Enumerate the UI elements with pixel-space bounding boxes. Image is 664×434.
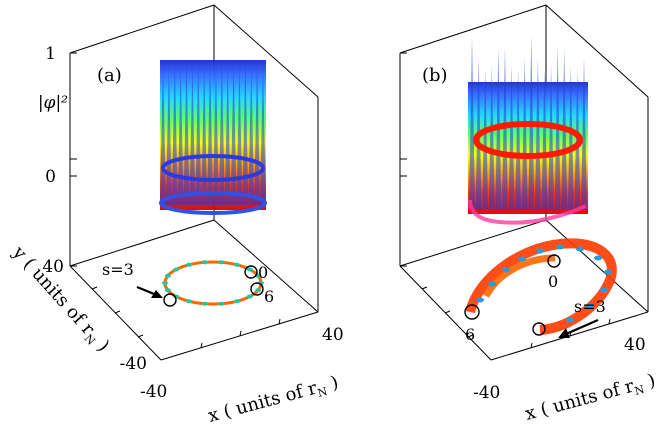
panel-b-peak: [534, 58, 541, 210]
panel-a-peak: [248, 66, 255, 205]
panel-a-peak: [212, 66, 219, 205]
panel-b-peak: [515, 69, 522, 211]
panel-a-marker-0: [244, 265, 258, 279]
panel-a-annot-0: 0: [258, 263, 268, 282]
panel-b-marker-s3: [532, 322, 546, 336]
panel-b-spiral-spot: [556, 244, 564, 250]
panel-b-peak: [501, 47, 508, 210]
panel-a-peak: [218, 60, 225, 205]
panel-b-peak: [548, 64, 555, 211]
panel-a-peak: [183, 60, 190, 205]
panel-b-peak: [521, 57, 528, 210]
panel-a-peak: [165, 66, 172, 205]
panel-b-spiral-spot: [566, 317, 574, 323]
panel-b-floor-spiral: [464, 238, 617, 338]
panel-a-ring-spot: [164, 288, 171, 293]
panel-a-ring-spot: [218, 260, 225, 265]
panel-a-marker-s3: [163, 293, 177, 307]
panel-b-annot-0: 0: [548, 272, 558, 291]
panel-a-ring-spot: [201, 301, 208, 306]
panel-a-x-tick-neg40: -40: [140, 382, 167, 402]
panel-b-annot-6: 6: [465, 325, 475, 344]
panel-a-x-label: x ( units of rN ): [206, 372, 341, 429]
panel-a-y-tick-neg40: -40: [120, 354, 147, 374]
panel-b-spiral-spot: [502, 267, 510, 273]
panel-a-z-tick-1: 1: [45, 44, 56, 64]
panel-b-surface: [468, 35, 588, 225]
panel-a-z-tick-0: 0: [45, 167, 56, 187]
panel-b-annot-s3: s=3: [574, 297, 606, 316]
panel-b-peak: [541, 69, 548, 210]
panel-b-spiral-spot: [518, 256, 526, 262]
panel-a-ring-spot: [173, 267, 180, 272]
panel-a-ring-spot: [246, 267, 253, 272]
panel-a-ring-spot: [234, 262, 240, 267]
panel-b-x-tick-40: 40: [624, 335, 646, 355]
panel-a-marker-6: [250, 282, 264, 296]
panel-a-ring-spot: [201, 260, 208, 265]
panel-a-peak: [236, 66, 243, 205]
panel-a-peak: [201, 66, 208, 205]
panel-b-peak: [469, 35, 475, 210]
panel-b-marker-0: [547, 254, 561, 268]
panel-a-x-tick-40: 40: [322, 325, 344, 345]
panel-a-label: (a): [97, 65, 122, 86]
panel-a-y-tick-40: 40: [42, 257, 64, 277]
panel-a-floor-ring: [136, 260, 264, 307]
panel-a-peak: [207, 60, 214, 205]
panel-a-ring-spot: [234, 299, 240, 304]
panel-b-marker-6: [464, 304, 480, 320]
panel-b-peaks: [469, 35, 587, 211]
panel-b-spiral-spot: [594, 255, 602, 261]
panel-a-peak: [177, 66, 184, 205]
panel-a-surface: [159, 60, 267, 215]
panel-b-spiral-spot: [600, 287, 608, 293]
panel-b-spiral-spot: [604, 269, 612, 275]
panel-b-peak: [488, 65, 495, 210]
panel-b-spiral-spot: [488, 281, 496, 287]
panel-b-spiral-spot: [476, 297, 484, 303]
panel-a-ring-spot: [162, 281, 168, 285]
panel-b-spiral-spot: [576, 246, 584, 252]
panel-b-peak: [567, 65, 574, 210]
panel-b-peak: [581, 56, 587, 210]
panel-a-peak: [230, 60, 237, 205]
panel-a-ring-spot: [255, 288, 262, 293]
panel-b-x-label: x ( units of rN ): [523, 370, 658, 427]
panel-a: [69, 4, 319, 361]
panel-a-peak: [254, 60, 261, 205]
panel-a-ring-spot: [164, 273, 171, 278]
panel-a-peak: [171, 60, 178, 205]
panel-b-peak: [482, 69, 489, 210]
panel-a-ring-spot: [186, 299, 192, 304]
panel-b-spiral-spot: [586, 303, 594, 309]
panel-a-peak: [224, 66, 231, 205]
panel-b-spiral-spot: [536, 248, 544, 254]
panel-b-arrow: [565, 318, 599, 336]
panel-a-peak: [189, 66, 196, 205]
panel-a-peak: [242, 60, 249, 205]
panel-b-label: (b): [422, 65, 448, 86]
panel-a-peak: [195, 60, 202, 205]
panel-a-annot-s3: s=3: [102, 260, 134, 279]
panel-a-annot-6: 6: [264, 287, 274, 306]
panel-b-peak: [508, 65, 515, 210]
panel-a-ring-spot: [246, 294, 253, 299]
panel-a-ring-spot: [218, 301, 225, 306]
panel-a-z-label: |φ|²: [38, 93, 68, 113]
panel-a-ring-spot: [186, 262, 192, 267]
panel-b-x-tick-neg40: -40: [473, 383, 500, 403]
